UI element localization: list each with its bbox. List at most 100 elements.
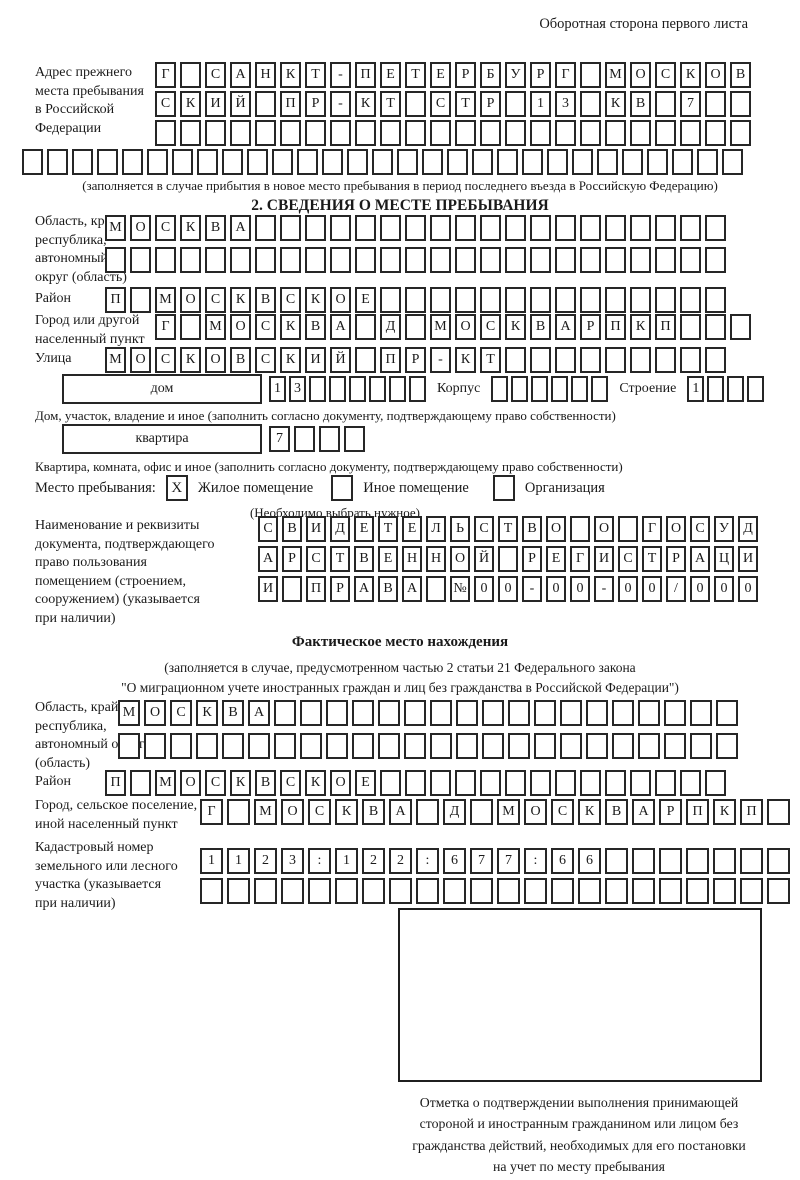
char-cell[interactable] (697, 149, 718, 175)
char-cell[interactable] (294, 426, 315, 452)
char-cell[interactable]: В (378, 576, 398, 602)
char-cell[interactable] (578, 878, 601, 904)
char-cell[interactable]: 6 (443, 848, 466, 874)
char-cell[interactable]: Е (378, 546, 398, 572)
char-cell[interactable] (727, 376, 745, 402)
char-cell[interactable]: Г (570, 546, 590, 572)
char-cell[interactable] (455, 215, 476, 241)
char-cell[interactable] (605, 287, 626, 313)
char-cell[interactable] (472, 149, 493, 175)
char-cell[interactable] (612, 700, 634, 726)
char-cell[interactable] (630, 770, 651, 796)
char-cell[interactable] (447, 149, 468, 175)
char-cell[interactable]: Р (305, 91, 326, 117)
char-cell[interactable] (591, 376, 609, 402)
char-cell[interactable] (524, 878, 547, 904)
char-cell[interactable] (730, 314, 751, 340)
char-cell[interactable] (505, 347, 526, 373)
char-cell[interactable] (680, 215, 701, 241)
char-cell[interactable]: С (255, 347, 276, 373)
char-cell[interactable] (329, 376, 346, 402)
char-cell[interactable]: О (330, 287, 351, 313)
char-cell[interactable]: 6 (551, 848, 574, 874)
char-cell[interactable]: И (258, 576, 278, 602)
char-cell[interactable] (147, 149, 168, 175)
char-cell[interactable] (118, 733, 140, 759)
char-cell[interactable]: В (222, 700, 244, 726)
char-cell[interactable]: У (505, 62, 526, 88)
char-cell[interactable] (530, 347, 551, 373)
char-cell[interactable] (680, 120, 701, 146)
char-cell[interactable]: С (155, 91, 176, 117)
char-cell[interactable]: С (618, 546, 638, 572)
char-cell[interactable] (72, 149, 93, 175)
char-cell[interactable] (280, 215, 301, 241)
char-cell[interactable] (505, 287, 526, 313)
char-cell[interactable] (380, 247, 401, 273)
char-cell[interactable] (580, 287, 601, 313)
char-cell[interactable] (405, 770, 426, 796)
char-cell[interactable]: Д (738, 516, 758, 542)
char-cell[interactable] (455, 120, 476, 146)
char-cell[interactable] (172, 149, 193, 175)
char-cell[interactable] (705, 247, 726, 273)
char-cell[interactable] (122, 149, 143, 175)
char-cell[interactable] (672, 149, 693, 175)
char-cell[interactable]: К (455, 347, 476, 373)
char-cell[interactable] (281, 878, 304, 904)
char-cell[interactable]: В (354, 546, 374, 572)
char-cell[interactable] (655, 91, 676, 117)
char-cell[interactable]: О (666, 516, 686, 542)
char-cell[interactable] (580, 62, 601, 88)
char-cell[interactable] (180, 247, 201, 273)
char-cell[interactable] (730, 91, 751, 117)
char-cell[interactable]: К (280, 62, 301, 88)
char-cell[interactable]: С (306, 546, 326, 572)
char-cell[interactable]: К (630, 314, 651, 340)
char-cell[interactable] (372, 149, 393, 175)
char-cell[interactable]: В (205, 215, 226, 241)
char-cell[interactable]: 0 (570, 576, 590, 602)
char-cell[interactable]: П (105, 287, 126, 313)
char-cell[interactable]: 0 (546, 576, 566, 602)
char-cell[interactable]: Г (200, 799, 223, 825)
char-cell[interactable]: О (450, 546, 470, 572)
char-cell[interactable] (255, 215, 276, 241)
char-cell[interactable]: С (258, 516, 278, 542)
char-cell[interactable]: 7 (497, 848, 520, 874)
char-cell[interactable] (282, 576, 302, 602)
char-cell[interactable] (555, 770, 576, 796)
char-cell[interactable] (482, 700, 504, 726)
char-cell[interactable] (196, 733, 218, 759)
char-cell[interactable] (767, 799, 790, 825)
char-cell[interactable] (680, 770, 701, 796)
char-cell[interactable]: К (180, 215, 201, 241)
char-cell[interactable] (255, 247, 276, 273)
char-cell[interactable] (530, 215, 551, 241)
char-cell[interactable]: С (280, 287, 301, 313)
char-cell[interactable]: В (530, 314, 551, 340)
char-cell[interactable] (480, 215, 501, 241)
char-cell[interactable] (170, 733, 192, 759)
char-cell[interactable] (530, 247, 551, 273)
char-cell[interactable]: 0 (618, 576, 638, 602)
char-cell[interactable]: О (524, 799, 547, 825)
char-cell[interactable] (369, 376, 386, 402)
char-cell[interactable] (97, 149, 118, 175)
char-cell[interactable] (227, 799, 250, 825)
char-cell[interactable]: К (180, 91, 201, 117)
char-cell[interactable] (227, 878, 250, 904)
char-cell[interactable]: А (632, 799, 655, 825)
char-cell[interactable]: : (416, 848, 439, 874)
char-cell[interactable] (630, 347, 651, 373)
char-cell[interactable] (572, 149, 593, 175)
char-cell[interactable]: Е (355, 287, 376, 313)
char-cell[interactable] (586, 733, 608, 759)
char-cell[interactable] (605, 848, 628, 874)
char-cell[interactable] (305, 247, 326, 273)
char-cell[interactable] (380, 215, 401, 241)
char-cell[interactable]: К (713, 799, 736, 825)
char-cell[interactable] (455, 287, 476, 313)
char-cell[interactable] (497, 149, 518, 175)
char-cell[interactable] (330, 247, 351, 273)
